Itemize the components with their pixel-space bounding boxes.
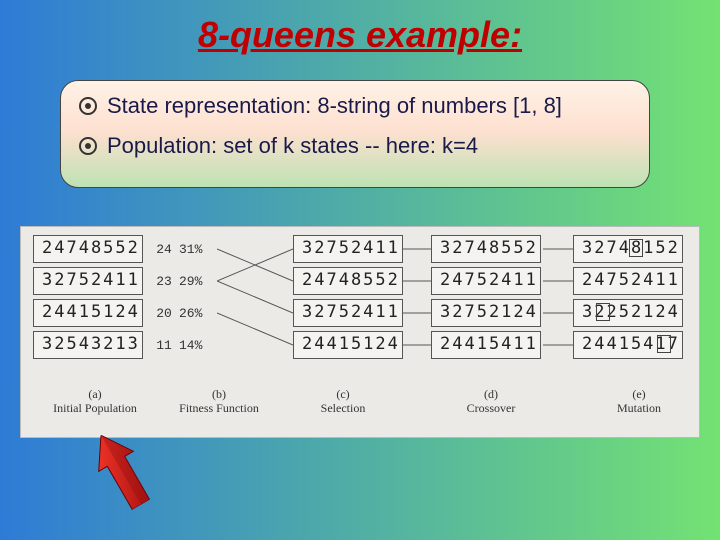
stage-b: (b) Fitness Function — [173, 387, 265, 416]
bullet-box: State representation: 8-string of number… — [60, 80, 650, 188]
chrom-c-0: 32752411 — [293, 235, 403, 263]
col-selection: 32752411 24748552 32752411 24415124 — [293, 235, 403, 359]
chrom-d-0: 32748552 — [431, 235, 541, 263]
chrom-a-3: 32543213 — [33, 331, 143, 359]
bullet-icon — [79, 137, 97, 155]
slide-root: 8-queens example: State representation: … — [0, 0, 720, 540]
chrom-a-0: 24748552 — [33, 235, 143, 263]
stage-labels: (a) Initial Population (b) Fitness Funct… — [21, 387, 699, 416]
chrom-e-1: 24752411 — [573, 267, 683, 295]
stage-e: (e) Mutation — [579, 387, 699, 416]
ga-diagram: 24748552 32752411 24415124 32543213 24 3… — [20, 226, 700, 438]
chrom-c-3: 24415124 — [293, 331, 403, 359]
fit-p-1: 29% — [179, 274, 215, 289]
fit-row-0: 24 31% — [149, 235, 215, 263]
chrom-d-1: 24752411 — [431, 267, 541, 295]
col-initial: 24748552 32752411 24415124 32543213 — [33, 235, 143, 359]
chrom-d-2: 32752124 — [431, 299, 541, 327]
stage-a: (a) Initial Population — [35, 387, 155, 416]
fit-row-1: 23 29% — [149, 267, 215, 295]
mutation-arrows — [543, 235, 573, 359]
fit-p-2: 26% — [179, 306, 215, 321]
chrom-e-2: 32252124 — [573, 299, 683, 327]
fit-row-2: 20 26% — [149, 299, 215, 327]
chrom-e-3: 24415417 — [573, 331, 683, 359]
chrom-d-3: 24415411 — [431, 331, 541, 359]
fit-row-3: 11 14% — [149, 331, 215, 359]
fit-v-2: 20 — [149, 306, 179, 321]
chrom-c-2: 32752411 — [293, 299, 403, 327]
stage-c: (c) Selection — [283, 387, 403, 416]
chrom-c-1: 24748552 — [293, 267, 403, 295]
fit-p-0: 31% — [179, 242, 215, 257]
chrom-a-1: 32752411 — [33, 267, 143, 295]
col-crossover: 32748552 24752411 32752124 24415411 — [431, 235, 541, 359]
fit-v-1: 23 — [149, 274, 179, 289]
slide-title: 8-queens example: — [0, 14, 720, 56]
col-mutation: 32748152 24752411 32252124 24415417 — [573, 235, 683, 359]
fit-p-3: 14% — [179, 338, 215, 353]
chrom-a-2: 24415124 — [33, 299, 143, 327]
bullet-2: Population: set of k states -- here: k=4 — [79, 133, 631, 159]
stage-d: (d) Crossover — [421, 387, 561, 416]
bullet-icon — [79, 97, 97, 115]
fit-v-3: 11 — [149, 338, 179, 353]
bullet-1-text: State representation: 8-string of number… — [107, 93, 562, 119]
fit-v-0: 24 — [149, 242, 179, 257]
selection-arrows — [217, 235, 293, 359]
chrom-e-0: 32748152 — [573, 235, 683, 263]
crossover-arrows — [403, 235, 433, 359]
col-fitness: 24 31% 23 29% 20 26% 11 14% — [149, 235, 215, 359]
bullet-1: State representation: 8-string of number… — [79, 93, 631, 119]
caption-blur — [35, 367, 685, 383]
bullet-2-text: Population: set of k states -- here: k=4 — [107, 133, 478, 159]
